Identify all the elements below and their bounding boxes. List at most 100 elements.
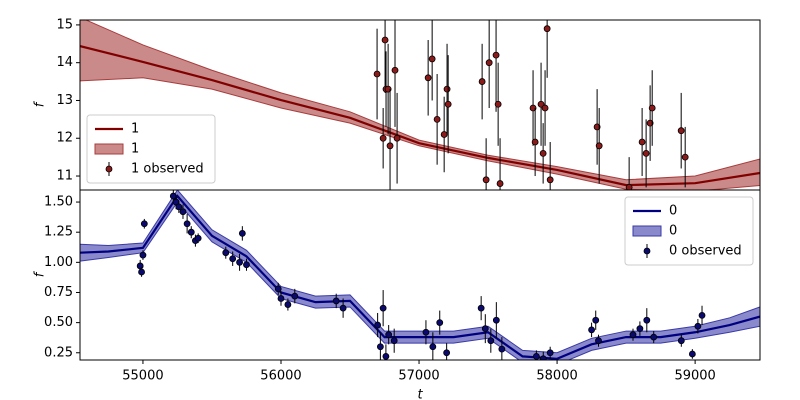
observed-point [650, 333, 658, 341]
observed-point [382, 352, 390, 360]
observed-point [238, 230, 246, 237]
x-axis-label: t [417, 388, 423, 400]
confidence-band [80, 20, 760, 190]
observed-point [496, 180, 504, 187]
x-tick-label: 59000 [674, 369, 715, 384]
observed-point [243, 261, 250, 269]
observed-point [274, 285, 282, 293]
observed-point [636, 325, 644, 333]
observed-point [429, 343, 437, 351]
observed-point [284, 301, 292, 308]
observed-point [546, 349, 554, 357]
observed-point [595, 337, 602, 345]
observed-point [688, 350, 696, 358]
observed-point [543, 25, 551, 33]
observed-point [539, 149, 547, 157]
observed-point [478, 78, 486, 85]
observed-point [339, 304, 347, 312]
observed-point [643, 316, 651, 324]
observed-point [436, 319, 444, 327]
observed-point [539, 355, 547, 360]
observed-point [391, 66, 399, 74]
observed-point [424, 74, 432, 82]
observed-point [236, 258, 243, 266]
observed-point [492, 51, 500, 59]
legend-label: 1 observed [131, 162, 204, 177]
legend-box [624, 196, 754, 266]
observed-point [386, 142, 394, 150]
legend-swatch [105, 165, 113, 173]
observed-point [492, 316, 500, 324]
observed-point [291, 292, 299, 300]
observed-point [443, 85, 451, 93]
observed-point [487, 337, 495, 345]
observed-point [444, 100, 452, 108]
observed-point [638, 138, 646, 146]
observed-point [588, 326, 595, 334]
axes-frame [79, 189, 761, 361]
observed-point [373, 70, 381, 78]
observed-point [138, 268, 145, 276]
mean-line [80, 45, 760, 187]
observed-point [646, 119, 654, 127]
legend-label: 0 observed [669, 244, 742, 259]
observed-point [374, 321, 382, 329]
observed-point [140, 220, 148, 228]
plot-area [80, 190, 760, 360]
x-tick-label: 58000 [536, 369, 577, 384]
observed-point [531, 138, 539, 146]
y-tick-label: 1.25 [44, 225, 73, 240]
y-tick-label: 14 [56, 55, 73, 70]
observed-point [381, 36, 389, 44]
legend-label: 1 [131, 122, 139, 137]
observed-point [677, 127, 685, 135]
observed-point [593, 123, 601, 131]
observed-point [592, 316, 600, 324]
legend-label: 0 [669, 204, 677, 219]
y-tick-label: 12 [56, 131, 73, 146]
observed-point [222, 249, 230, 257]
y-tick-label: 15 [56, 17, 73, 32]
y-tick-label: 11 [56, 169, 73, 184]
observed-point [428, 55, 436, 63]
y-tick-label: 0.75 [44, 285, 73, 300]
observed-point [642, 149, 650, 157]
x-tick-label: 55000 [122, 369, 163, 384]
observed-point [477, 304, 485, 312]
observed-point [485, 59, 493, 67]
y-tick-label: 1.50 [44, 195, 73, 210]
observed-point [390, 337, 398, 345]
observed-point [694, 322, 702, 330]
observed-point [385, 331, 393, 339]
observed-point [194, 234, 202, 242]
legend-label: 0 [669, 224, 677, 239]
observed-point [698, 311, 706, 319]
x-tick-label: 57000 [398, 369, 439, 384]
observed-point [482, 176, 490, 184]
observed-point [179, 208, 187, 216]
observed-point [681, 153, 689, 161]
observed-point [187, 228, 195, 236]
y-tick-label: 0.50 [44, 315, 73, 330]
observed-point [546, 176, 554, 184]
mean-line [80, 194, 760, 360]
legend-swatch [632, 225, 662, 237]
observed-point [169, 192, 177, 200]
x-tick-label: 56000 [260, 369, 301, 384]
observed-point [139, 251, 147, 259]
observed-point [183, 220, 191, 228]
observed-point [422, 328, 430, 336]
observed-point [175, 203, 183, 211]
observed-point [677, 337, 685, 345]
observed-point [136, 262, 144, 270]
observed-point [379, 134, 387, 142]
y-tick-label: 13 [56, 93, 73, 108]
observed-point [494, 100, 502, 108]
observed-point [440, 131, 448, 138]
observed-point [433, 115, 441, 123]
plot-area [80, 20, 760, 190]
observed-point [532, 352, 540, 360]
legend: 0 0 0 observed [624, 196, 754, 266]
observed-point [629, 331, 637, 339]
